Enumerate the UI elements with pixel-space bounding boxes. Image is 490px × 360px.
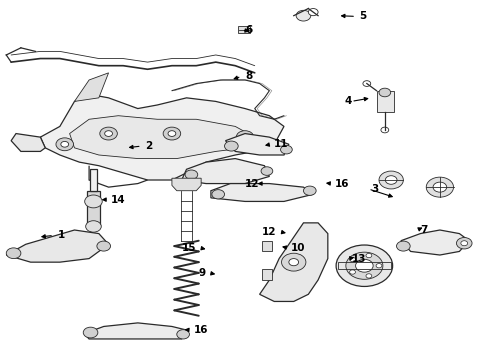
Bar bbox=[87, 191, 100, 226]
Circle shape bbox=[433, 182, 447, 192]
Circle shape bbox=[346, 252, 383, 279]
Circle shape bbox=[303, 186, 316, 195]
Polygon shape bbox=[74, 73, 109, 102]
Circle shape bbox=[426, 177, 454, 197]
Text: 14: 14 bbox=[111, 195, 125, 204]
Text: 13: 13 bbox=[352, 253, 367, 264]
Circle shape bbox=[363, 81, 371, 86]
Circle shape bbox=[379, 171, 403, 189]
Polygon shape bbox=[260, 223, 328, 301]
Circle shape bbox=[366, 274, 372, 278]
Text: 8: 8 bbox=[245, 71, 252, 81]
Circle shape bbox=[224, 141, 238, 151]
Circle shape bbox=[350, 270, 355, 274]
Bar bbox=[90, 169, 97, 191]
Text: 5: 5 bbox=[360, 11, 367, 21]
Circle shape bbox=[379, 88, 391, 97]
Polygon shape bbox=[84, 323, 187, 339]
Text: 11: 11 bbox=[274, 139, 289, 149]
Circle shape bbox=[85, 195, 102, 208]
Circle shape bbox=[376, 264, 382, 268]
Circle shape bbox=[366, 253, 372, 258]
Circle shape bbox=[308, 9, 318, 16]
Circle shape bbox=[289, 258, 298, 266]
Bar bbox=[376, 91, 393, 112]
Circle shape bbox=[56, 138, 74, 151]
Circle shape bbox=[396, 241, 410, 251]
Circle shape bbox=[236, 131, 254, 144]
Circle shape bbox=[105, 131, 113, 136]
Circle shape bbox=[461, 241, 467, 246]
Circle shape bbox=[6, 248, 21, 258]
Text: 1: 1 bbox=[57, 230, 65, 240]
Polygon shape bbox=[225, 134, 289, 155]
Polygon shape bbox=[40, 94, 284, 180]
Circle shape bbox=[336, 245, 392, 287]
Circle shape bbox=[86, 221, 101, 232]
Polygon shape bbox=[182, 158, 270, 184]
Text: 3: 3 bbox=[372, 184, 379, 194]
Circle shape bbox=[212, 190, 224, 199]
Circle shape bbox=[356, 259, 373, 272]
Text: 9: 9 bbox=[199, 268, 206, 278]
Circle shape bbox=[168, 131, 176, 136]
Circle shape bbox=[163, 127, 181, 140]
Circle shape bbox=[83, 327, 98, 338]
Circle shape bbox=[61, 141, 69, 147]
Circle shape bbox=[97, 241, 111, 251]
Polygon shape bbox=[211, 184, 313, 202]
Circle shape bbox=[350, 257, 355, 262]
Polygon shape bbox=[11, 134, 45, 152]
Text: 16: 16 bbox=[194, 325, 208, 335]
Text: 7: 7 bbox=[420, 225, 428, 235]
Text: 16: 16 bbox=[335, 179, 350, 189]
Circle shape bbox=[185, 170, 198, 179]
Polygon shape bbox=[172, 178, 201, 191]
Polygon shape bbox=[401, 230, 469, 255]
Circle shape bbox=[177, 330, 190, 339]
Circle shape bbox=[100, 127, 117, 140]
Text: 4: 4 bbox=[345, 96, 352, 107]
Text: 10: 10 bbox=[291, 243, 306, 253]
Circle shape bbox=[296, 10, 311, 21]
Circle shape bbox=[261, 167, 273, 175]
Bar bbox=[238, 26, 250, 33]
Circle shape bbox=[241, 134, 249, 140]
Circle shape bbox=[282, 253, 306, 271]
Circle shape bbox=[281, 145, 292, 154]
Text: 12: 12 bbox=[245, 179, 260, 189]
Text: 12: 12 bbox=[262, 227, 277, 237]
Bar bbox=[262, 241, 272, 251]
Circle shape bbox=[381, 127, 389, 133]
Polygon shape bbox=[6, 230, 109, 262]
Text: 15: 15 bbox=[182, 243, 196, 253]
Circle shape bbox=[457, 238, 472, 249]
Polygon shape bbox=[70, 116, 255, 158]
Text: 6: 6 bbox=[245, 25, 252, 35]
Circle shape bbox=[385, 176, 397, 184]
Bar bbox=[262, 269, 272, 280]
Text: 2: 2 bbox=[145, 141, 152, 151]
